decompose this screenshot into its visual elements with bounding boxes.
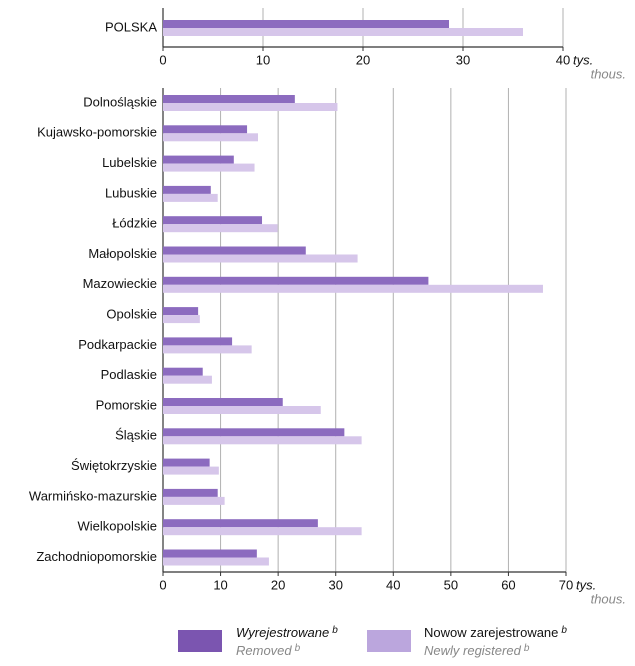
bar [163, 185, 211, 194]
category-label: Śląskie [115, 428, 157, 443]
bar [163, 95, 295, 103]
bar [163, 549, 257, 558]
bar [163, 133, 258, 142]
bar [163, 436, 362, 445]
legend-name-en: Removed [236, 643, 292, 658]
bar [163, 163, 255, 172]
category-label: Lubuskie [105, 185, 157, 200]
category-label: Zachodniopomorskie [36, 549, 157, 564]
unit-label: tys. [573, 52, 593, 67]
legend-name: Wyrejestrowane [236, 625, 329, 640]
x-tick-label: 30 [328, 577, 342, 592]
bar [163, 345, 252, 354]
legend-label: Nowow zarejestrowane b [424, 625, 567, 641]
category-label: Lubelskie [102, 155, 157, 170]
bar [163, 307, 199, 316]
bar [163, 284, 543, 293]
category-label: Świętokrzyskie [71, 458, 157, 473]
bar [163, 428, 345, 437]
category-label: Podlaskie [101, 367, 157, 382]
category-label: Opolskie [106, 307, 157, 322]
bar [163, 458, 210, 467]
category-label: Pomorskie [96, 397, 157, 412]
x-tick-label: 60 [501, 577, 515, 592]
bar [163, 406, 321, 414]
category-label: Łódzkie [112, 216, 157, 231]
bar [163, 28, 523, 36]
category-label: Kujawsko-pomorskie [37, 125, 157, 140]
bar [163, 103, 338, 111]
bar [163, 276, 429, 285]
x-tick-label: 0 [159, 52, 166, 67]
bar [163, 496, 225, 505]
legend-swatch [178, 630, 222, 652]
x-tick-label: 10 [256, 52, 270, 67]
bar [163, 398, 283, 406]
bar [163, 155, 234, 164]
bar [163, 254, 358, 263]
x-tick-label: 30 [456, 52, 470, 67]
category-label: Małopolskie [88, 246, 157, 261]
bar [163, 375, 212, 384]
unit-label-en: thous. [591, 591, 626, 606]
bar [163, 337, 233, 346]
legend-note: b [524, 643, 530, 654]
category-label: Mazowieckie [83, 276, 157, 291]
category-label: Wielkopolskie [78, 519, 157, 534]
bar [163, 216, 263, 225]
bar [163, 315, 200, 324]
x-tick-label: 40 [556, 52, 570, 67]
category-label: Warmińsko-mazurskie [29, 488, 157, 503]
bar [163, 466, 219, 475]
bar [163, 367, 203, 376]
legend-note: b [561, 625, 567, 636]
bar [163, 125, 248, 134]
x-tick-label: 20 [271, 577, 285, 592]
x-tick-label: 50 [444, 577, 458, 592]
legend-label-en: Removed b [236, 643, 301, 659]
x-tick-label: 10 [213, 577, 227, 592]
legend-name: Nowow zarejestrowane [424, 625, 558, 640]
unit-label-en: thous. [591, 66, 626, 81]
x-tick-label: 70 [559, 577, 573, 592]
bar [163, 20, 449, 28]
category-label: Podkarpackie [78, 337, 157, 352]
x-tick-label: 0 [159, 577, 166, 592]
bar [163, 557, 269, 566]
bar [163, 193, 218, 202]
bar [163, 488, 218, 497]
unit-label: tys. [576, 577, 596, 592]
bar [163, 527, 362, 536]
legend-swatch [367, 630, 411, 652]
legend-name-en: Newly registered [424, 643, 522, 658]
category-label: Dolnośląskie [83, 94, 157, 109]
bar [163, 246, 306, 255]
x-tick-label: 40 [386, 577, 400, 592]
x-tick-label: 20 [356, 52, 370, 67]
legend-label: Wyrejestrowane b [236, 625, 338, 641]
bar [163, 519, 318, 528]
category-label: POLSKA [105, 19, 157, 34]
legend-note: b [332, 625, 338, 636]
legend-label-en: Newly registered b [424, 643, 530, 659]
legend-note: b [295, 643, 301, 654]
bar [163, 224, 278, 233]
